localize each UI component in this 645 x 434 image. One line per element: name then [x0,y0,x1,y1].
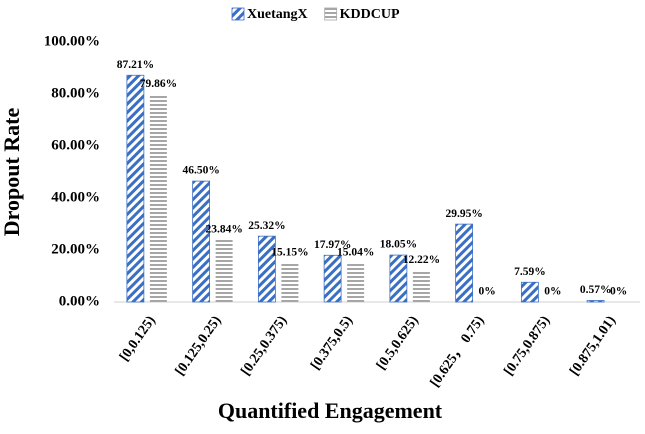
value-label: 79.86% [140,78,177,90]
value-label: 0% [610,286,627,298]
x-tick-label: [0.125,0.25) [173,313,225,378]
y-axis-title: Dropout Rate [0,108,24,237]
value-label: 17.97% [314,239,351,251]
value-label: 15.15% [271,246,308,258]
bar [520,281,539,303]
value-label: 87.21% [117,59,154,71]
value-label: 23.84% [205,224,242,236]
value-label: 0% [479,286,496,298]
bar [192,180,211,303]
value-label: 46.50% [182,165,219,177]
x-tick-label: [0.75,0.875) [502,313,554,378]
bar [389,254,408,303]
value-label: 0% [544,286,561,298]
y-tick-label: 20.00% [51,241,100,257]
bar [215,240,233,302]
legend-label: XuetangX [247,7,308,22]
bar [257,235,276,303]
bar [455,223,474,303]
value-label: 12.22% [403,254,440,266]
x-tick-label: [0.625， 0.75) [428,313,488,390]
x-tick-label: [0.5,0.625) [374,313,422,373]
bar [347,262,365,302]
x-tick-label: [0.875,1.01) [567,313,619,378]
y-tick-label: 0.00% [59,293,100,309]
value-label: 29.95% [445,208,482,220]
x-tick-label: [0.25,0.375) [239,313,291,378]
bar [586,300,605,303]
bar [323,254,342,303]
value-label: 25.32% [248,220,285,232]
value-label: 15.04% [337,247,374,259]
bar [126,74,145,303]
value-label: 18.05% [380,239,417,251]
legend-swatch [231,7,245,21]
legend-swatch [324,7,338,21]
y-tick-label: 100.00% [44,33,100,49]
value-label: 7.59% [514,266,546,278]
x-tick-label: [0.375,0.5) [308,313,356,373]
y-tick-label: 80.00% [51,85,100,101]
y-tick-label: 40.00% [51,189,100,205]
bar [149,94,167,302]
x-tick-label: [0,0.125) [117,313,159,364]
legend-label: KDDCUP [340,7,400,22]
y-tick-label: 60.00% [51,137,100,153]
bar [412,270,430,302]
value-label: 0.57% [580,284,612,296]
bar [281,262,299,302]
x-axis-title: Quantified Engagement [218,398,443,423]
